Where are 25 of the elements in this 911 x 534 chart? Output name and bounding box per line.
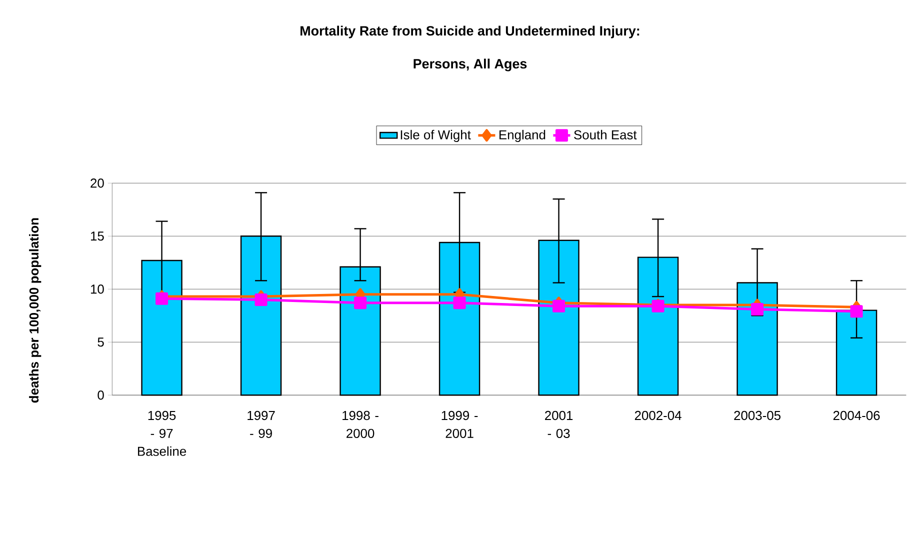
y-tick-label: 0 bbox=[98, 390, 104, 400]
y-tick-label: 20 bbox=[90, 178, 104, 188]
x-tick-label: 1998 - 2000 bbox=[342, 410, 378, 438]
point bbox=[850, 305, 863, 318]
legend-label: England bbox=[500, 130, 546, 142]
y-tick-label: 5 bbox=[98, 338, 104, 347]
point bbox=[552, 300, 566, 312]
x-tick-label: 1997 - 99 bbox=[248, 410, 275, 438]
point bbox=[254, 293, 268, 306]
x-tick-label: 2004-06 bbox=[833, 410, 880, 420]
y-tick-label: 15 bbox=[90, 232, 104, 241]
chart-title: Mortality Rate from Suicide and Undetermined Injury: bbox=[300, 26, 640, 38]
legend-label: South East bbox=[574, 130, 637, 140]
legend-label: Isle of Wight bbox=[400, 130, 471, 142]
x-tick-label: 1995 - 97 Baseline bbox=[138, 410, 186, 456]
x-tick-label: 1999 - 2001 bbox=[442, 410, 478, 438]
chart-subtitle: Persons, All Ages bbox=[414, 58, 527, 72]
x-tick-label: 2001 - 03 bbox=[545, 410, 573, 438]
point bbox=[354, 296, 367, 310]
x-tick-label: 2002-04 bbox=[634, 410, 682, 420]
y-tick-label: 10 bbox=[90, 284, 104, 294]
point bbox=[751, 303, 764, 316]
x-tick-label: 2003-05 bbox=[734, 410, 780, 420]
y-axis-title: deaths per 100,000 population bbox=[29, 218, 42, 403]
point bbox=[453, 296, 466, 310]
